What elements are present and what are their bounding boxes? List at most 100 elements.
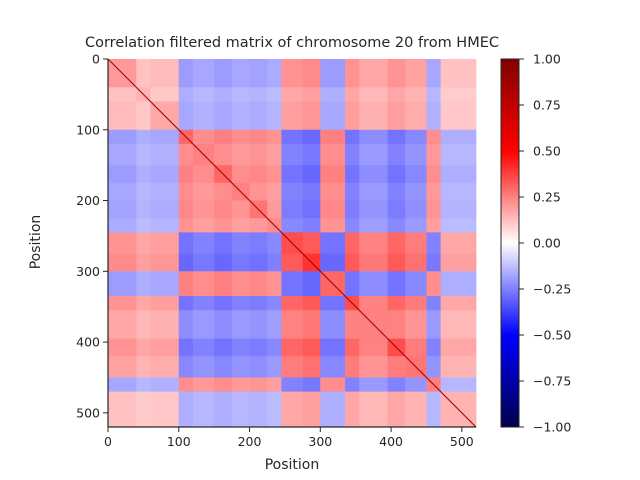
heatmap-cell: [405, 182, 427, 201]
heatmap-cell: [267, 59, 282, 88]
heatmap-cell: [405, 232, 427, 255]
heatmap-cell: [359, 101, 388, 131]
colorbar-tick-label: −0.75: [533, 374, 571, 389]
heatmap-cell: [108, 129, 137, 145]
heatmap-cell: [136, 101, 151, 131]
heatmap-axes: 0 100 200 300 400 500 0 100 200 300 400 500: [76, 52, 476, 449]
heatmap-cell: [249, 218, 268, 233]
heatmap-cell: [440, 165, 477, 184]
y-axis-label: Position: [28, 214, 44, 270]
heatmap-cell: [426, 182, 442, 201]
heatmap-cell: [136, 182, 151, 201]
heatmap-cell: [150, 143, 180, 166]
x-axis-label: Position: [264, 457, 320, 473]
heatmap-cell: [108, 338, 137, 357]
heatmap-cell: [387, 87, 406, 102]
heatmap-cell: [320, 87, 346, 102]
heatmap-cell: [136, 271, 151, 297]
heatmap-cell: [426, 218, 442, 233]
heatmap-cell: [281, 101, 304, 131]
heatmap-cell: [440, 356, 477, 378]
heatmap-cell: [345, 143, 360, 166]
heatmap-cell: [405, 165, 427, 184]
heatmap-cell: [345, 200, 360, 219]
heatmap-cell: [267, 200, 282, 219]
heatmap-cell: [281, 338, 304, 357]
heatmap-cell: [320, 59, 346, 88]
heatmap-cell: [249, 310, 268, 339]
heatmap-cell: [192, 232, 215, 255]
heatmap-cell: [302, 356, 321, 378]
heatmap-cell: [192, 200, 215, 219]
heatmap-cell: [426, 338, 442, 357]
heatmap-cell: [136, 59, 151, 88]
heatmap-cell: [108, 377, 137, 393]
heatmap-cell: [405, 218, 427, 233]
heatmap-cell: [108, 310, 137, 339]
heatmap-cell: [249, 377, 268, 393]
x-tick-label: 300: [308, 434, 332, 449]
heatmap-cell: [359, 356, 388, 378]
heatmap-cell: [440, 377, 477, 393]
heatmap-cell: [150, 182, 180, 201]
colorbar-tick-label: 1.00: [533, 52, 561, 67]
heatmap-cell: [150, 200, 180, 219]
heatmap-cell: [267, 165, 282, 184]
heatmap-cell: [359, 271, 388, 297]
heatmap-cell: [345, 356, 360, 378]
heatmap-cell: [281, 218, 304, 233]
heatmap-cell: [405, 377, 427, 393]
heatmap-cell: [214, 232, 233, 255]
heatmap-cell: [249, 391, 268, 428]
heatmap-cell: [192, 377, 215, 393]
heatmap-cell: [150, 377, 180, 393]
heatmap-cell: [320, 338, 346, 357]
heatmap-cell: [440, 200, 477, 219]
heatmap-cell: [136, 310, 151, 339]
heatmap-cell: [345, 377, 360, 393]
heatmap-cell: [108, 200, 137, 219]
heatmap-cell: [150, 59, 180, 88]
heatmap-cell: [426, 310, 442, 339]
heatmap-cell: [214, 391, 233, 428]
heatmap-cell: [320, 296, 346, 311]
heatmap-cell: [387, 200, 406, 219]
heatmap-cell: [359, 87, 388, 102]
heatmap-cell: [387, 101, 406, 131]
heatmap-cell: [387, 232, 406, 255]
heatmap-cell: [108, 253, 137, 272]
heatmap-cell: [267, 143, 282, 166]
heatmap-cell: [267, 271, 282, 297]
heatmap-cells: [108, 59, 477, 428]
heatmap-cell: [231, 253, 250, 272]
heatmap-cell: [267, 338, 282, 357]
heatmap-cell: [150, 310, 180, 339]
heatmap-cell: [281, 200, 304, 219]
colorbar-tick-label: 0.00: [533, 236, 561, 251]
y-tick-label: 500: [76, 405, 100, 420]
heatmap-cell: [387, 59, 406, 88]
heatmap-cell: [231, 296, 250, 311]
heatmap-cell: [192, 310, 215, 339]
heatmap-cell: [405, 143, 427, 166]
heatmap-cell: [214, 253, 233, 272]
heatmap-cell: [426, 87, 442, 102]
heatmap-cell: [150, 253, 180, 272]
heatmap-cell: [231, 143, 250, 166]
heatmap-cell: [267, 377, 282, 393]
x-tick-label: 500: [450, 434, 474, 449]
heatmap-cell: [281, 271, 304, 297]
heatmap-cell: [387, 296, 406, 311]
heatmap-cell: [192, 87, 215, 102]
heatmap-cell: [178, 200, 194, 219]
heatmap-cell: [426, 296, 442, 311]
heatmap-cell: [359, 59, 388, 88]
heatmap-cell: [302, 338, 321, 357]
heatmap-cell: [214, 377, 233, 393]
colorbar-tick-label: −1.00: [533, 420, 571, 435]
heatmap-cell: [345, 391, 360, 428]
heatmap-cell: [426, 59, 442, 88]
heatmap-cell: [136, 338, 151, 357]
heatmap-cell: [426, 129, 442, 145]
